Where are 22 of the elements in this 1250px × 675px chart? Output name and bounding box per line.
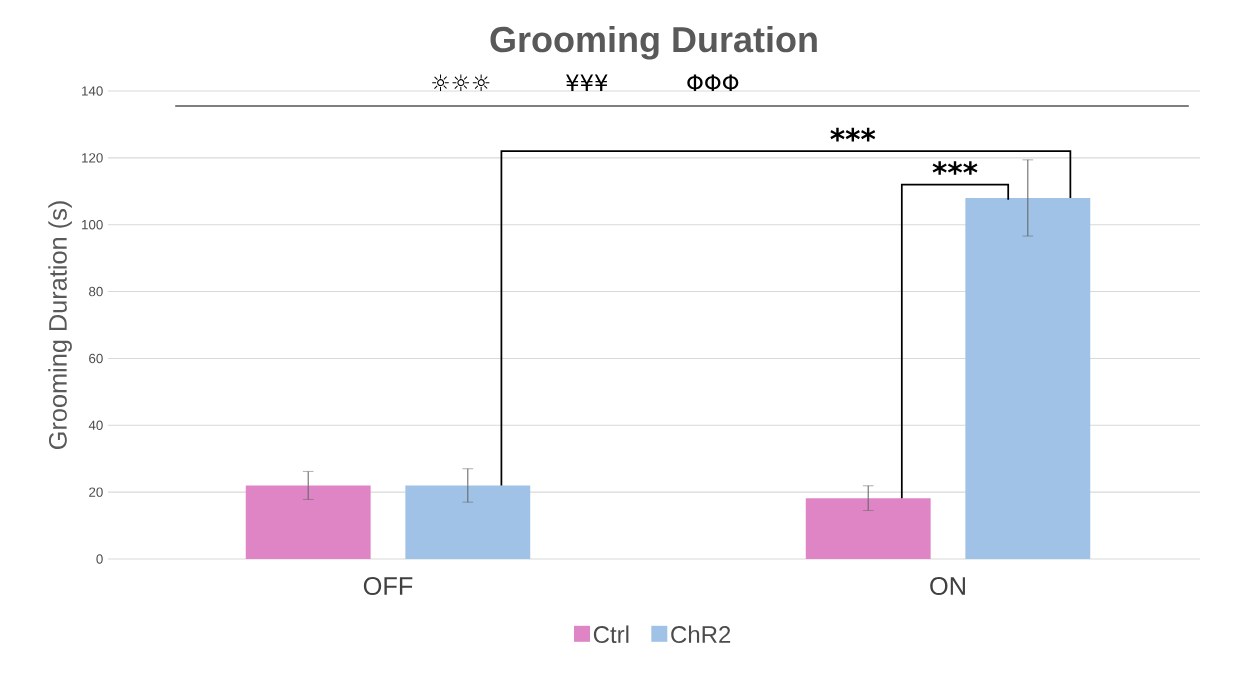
- x-tick-label: OFF: [363, 577, 413, 595]
- y-tick-label: 100: [82, 220, 103, 230]
- y-tick-label: 80: [89, 286, 103, 297]
- legend-label: Ctrl: [593, 625, 629, 644]
- y-tick-label: 0: [96, 554, 103, 564]
- annotation: ¥¥¥: [566, 74, 608, 91]
- annotation: ***: [830, 127, 876, 142]
- annotation: ***: [932, 161, 978, 175]
- bar: [405, 485, 531, 559]
- bar: [245, 485, 371, 559]
- legend-label: ChR2: [671, 625, 731, 644]
- y-axis-title: Grooming Duration (s): [48, 201, 72, 450]
- annotation: ☼☼☼: [432, 74, 490, 91]
- bar: [805, 498, 931, 559]
- y-tick-label: 40: [88, 420, 103, 430]
- annotation: ΦΦΦ: [687, 74, 739, 91]
- y-tick-label: 120: [82, 153, 103, 163]
- y-tick-label: 140: [82, 86, 103, 96]
- y-tick-label: 60: [89, 353, 103, 364]
- x-tick-label: ON: [930, 577, 965, 595]
- y-tick-label: 20: [89, 487, 103, 497]
- chart-title: Grooming Duration: [490, 25, 817, 60]
